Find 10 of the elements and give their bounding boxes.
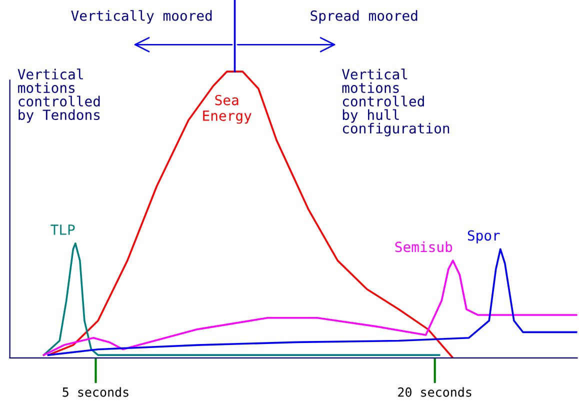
series-label: Semisub [395,241,452,252]
series-label: Spor [468,230,500,244]
x-tick-label: 20 seconds [398,387,472,397]
text: Vertically moored [71,10,212,24]
text: Spread moored [310,10,418,24]
annotation: Vertical motions controlled by Tendons [18,68,100,123]
series-label: TLP [50,224,75,235]
series-label: Sea Energy [203,94,252,124]
x-tick-label: 5 seconds [62,387,128,397]
annotation: Vertical motions controlled by hull configuration [342,68,450,136]
